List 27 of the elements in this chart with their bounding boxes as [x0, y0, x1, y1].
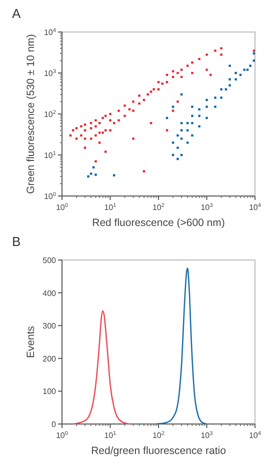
x-tick-label: 10$^{3}$	[200, 431, 213, 440]
x-tick-label: 10$^{1}$	[104, 203, 116, 212]
y-tick-label: 10$^{0}$	[44, 192, 56, 201]
y-tick-label: 10$^{2}$	[44, 110, 56, 119]
y-tick-label: 500	[42, 256, 57, 265]
y-tick-label: 10$^{4}$	[44, 28, 56, 37]
x-tick-label: 10$^{0}$	[56, 203, 68, 212]
x-tick-label: 10$^{3}$	[200, 203, 213, 212]
x-tick-label: 10$^{1}$	[104, 431, 116, 440]
y-tick-label: 100	[42, 387, 57, 396]
x-axis-title: Red/green fluorescence ratio	[91, 445, 226, 457]
chart-title: B	[12, 234, 21, 249]
x-tick-label: 10$^{4}$	[248, 431, 262, 440]
y-axis-title: Green fluorescence (530 ± 10 nm)	[25, 34, 37, 194]
y-tick-label: 300	[42, 322, 57, 331]
y-tick-label: 400	[42, 288, 57, 298]
x-tick-label: 10$^{0}$	[56, 431, 68, 440]
y-tick-label: 10$^{3}$	[44, 69, 56, 78]
y-tick-label: 200	[42, 354, 57, 364]
x-tick-label: 10$^{4}$	[248, 203, 262, 212]
x-tick-label: 10$^{2}$	[152, 203, 165, 212]
y-tick-label: 0	[52, 420, 57, 429]
x-tick-label: 10$^{2}$	[152, 431, 165, 440]
chart-title: A	[12, 6, 21, 21]
x-axis-title: Red fluorescence (>600 nm)	[92, 217, 225, 229]
y-axis-title: Events	[25, 326, 37, 358]
y-tick-label: 10$^{1}$	[44, 151, 56, 160]
